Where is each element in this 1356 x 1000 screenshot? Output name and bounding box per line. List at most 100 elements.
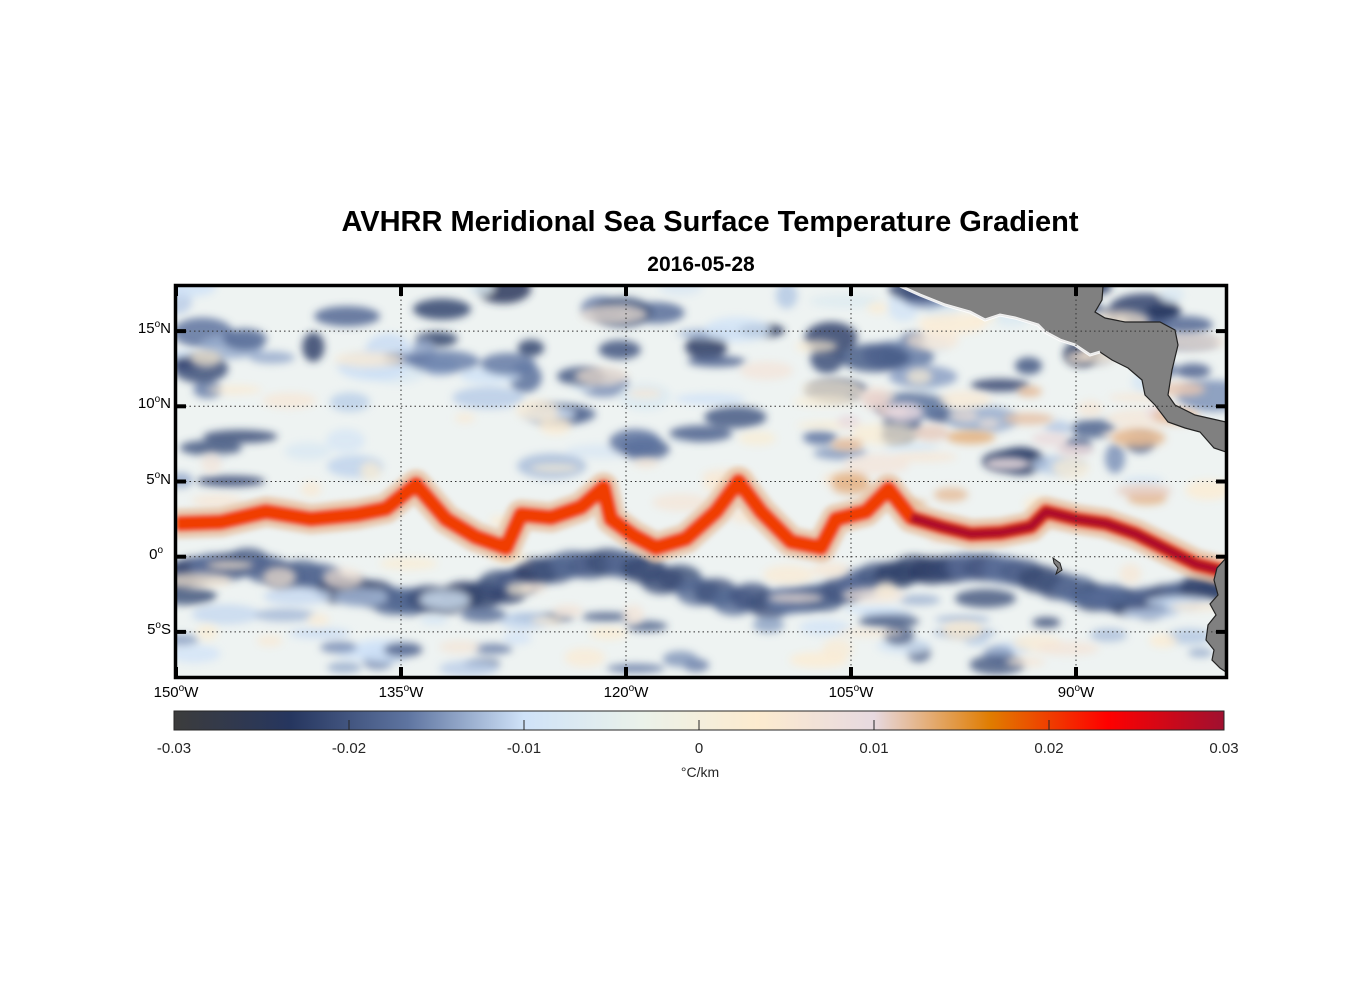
central-america-coast-halo bbox=[899, 286, 1101, 357]
gradient-patch bbox=[809, 294, 880, 309]
gradient-patch bbox=[839, 343, 910, 373]
gradient-patch bbox=[704, 317, 771, 343]
gradient-patch bbox=[598, 340, 641, 360]
gradient-patch bbox=[176, 572, 233, 589]
gradient-patch bbox=[439, 640, 481, 654]
gradient-patch bbox=[1065, 350, 1092, 366]
gradient-patch bbox=[439, 660, 499, 677]
gradient-patch bbox=[1056, 443, 1095, 456]
gradient-patch bbox=[256, 635, 283, 647]
gradient-patch bbox=[249, 351, 295, 364]
tick-degrees: 135 bbox=[378, 684, 404, 701]
gradient-patch bbox=[202, 429, 278, 444]
gradient-patch bbox=[383, 642, 423, 657]
gradient-patch bbox=[1121, 476, 1165, 487]
gradient-patch bbox=[685, 334, 728, 360]
gradient-patch bbox=[1104, 443, 1126, 474]
latitude-label: 5oN bbox=[111, 470, 171, 488]
colorbar-tick-label: 0.03 bbox=[1209, 740, 1239, 757]
gradient-patch bbox=[326, 428, 365, 453]
gradient-patch bbox=[801, 378, 863, 400]
gradient-patch bbox=[552, 604, 584, 618]
gradient-patch bbox=[254, 608, 315, 622]
gradient-patch bbox=[1116, 484, 1172, 498]
gradient-patch bbox=[222, 328, 267, 351]
gradient-patch bbox=[300, 481, 322, 498]
gradient-patch bbox=[407, 350, 480, 373]
gradient-patch bbox=[843, 453, 910, 475]
gradient-patch bbox=[468, 286, 495, 296]
gradient-patch bbox=[1185, 480, 1226, 500]
tick-hemisphere: W bbox=[409, 684, 424, 701]
gradient-patch bbox=[811, 562, 850, 578]
gradient-patch bbox=[206, 385, 262, 395]
degree-symbol: o bbox=[628, 683, 635, 694]
plot-area bbox=[176, 286, 1226, 677]
gradient-patch bbox=[288, 628, 351, 639]
tick-hemisphere: N bbox=[160, 320, 171, 338]
gradient-patch bbox=[822, 638, 853, 661]
latitude-label: 0o bbox=[103, 544, 163, 563]
gradient-patch bbox=[662, 651, 698, 667]
gradient-patch bbox=[191, 494, 243, 508]
degree-symbol: o bbox=[157, 544, 163, 556]
gradient-patch bbox=[852, 423, 919, 446]
tick-degrees: 90 bbox=[1057, 684, 1075, 701]
gradient-patch bbox=[419, 590, 470, 610]
gradient-patch bbox=[1169, 601, 1222, 612]
tick-hemisphere: N bbox=[160, 470, 171, 488]
colorbar-tick-label: -0.01 bbox=[506, 740, 542, 757]
gradient-patch bbox=[883, 442, 939, 453]
gradient-patch bbox=[933, 487, 969, 502]
south-america-land bbox=[1205, 557, 1226, 673]
longitude-label: 150oW bbox=[136, 683, 216, 702]
gradient-patch bbox=[379, 557, 438, 570]
gradient-patch bbox=[918, 313, 987, 335]
gradient-patch bbox=[763, 564, 814, 585]
gradient-patch bbox=[949, 410, 979, 423]
gradient-patch bbox=[502, 631, 532, 645]
gradient-patch bbox=[480, 352, 536, 376]
gradient-patch bbox=[1149, 634, 1178, 648]
gradient-patch bbox=[176, 644, 221, 663]
gradient-patch bbox=[795, 339, 838, 353]
gradient-patch bbox=[1032, 617, 1061, 628]
degree-symbol: o bbox=[178, 683, 185, 694]
gradient-patch bbox=[302, 332, 325, 362]
gradient-patch bbox=[913, 424, 949, 441]
gradient-patch bbox=[1035, 641, 1100, 656]
gradient-patch bbox=[798, 619, 851, 636]
gradient-patch bbox=[320, 641, 358, 654]
longitude-label: 120oW bbox=[586, 683, 666, 702]
gradient-patch bbox=[837, 628, 905, 637]
gradient-patch bbox=[1089, 628, 1128, 642]
gradient-patch bbox=[609, 429, 662, 456]
gradient-patch bbox=[564, 647, 606, 668]
gradient-patch bbox=[1014, 357, 1043, 375]
gradient-patch bbox=[858, 614, 920, 629]
degree-symbol: o bbox=[154, 394, 161, 406]
chart-title: AVHRR Meridional Sea Surface Temperature… bbox=[341, 206, 1079, 238]
longitude-label: 90oW bbox=[1036, 684, 1116, 702]
gradient-patch bbox=[752, 617, 785, 633]
degree-symbol: o bbox=[403, 683, 410, 694]
gradient-patch bbox=[334, 351, 405, 368]
gradient-patch bbox=[687, 355, 746, 367]
gradient-patch bbox=[659, 286, 703, 296]
gradient-patch bbox=[899, 594, 941, 606]
gradient-patch bbox=[191, 604, 260, 625]
longitude-label: 105oW bbox=[811, 684, 891, 702]
gradient-patch bbox=[802, 430, 837, 445]
gradient-patch bbox=[1017, 386, 1042, 397]
gradient-patch bbox=[263, 587, 331, 606]
equatorial-front bbox=[176, 466, 1226, 587]
gradient-patch bbox=[420, 615, 449, 625]
gradient-patch bbox=[939, 390, 992, 409]
tick-hemisphere: N bbox=[160, 395, 171, 413]
colorbar-tick-label: -0.02 bbox=[331, 740, 367, 757]
gradient-patch bbox=[1044, 420, 1072, 436]
gradient-patch bbox=[874, 580, 898, 599]
gradient-patch bbox=[1052, 457, 1090, 479]
gradient-patch bbox=[262, 566, 297, 588]
gradient-patch bbox=[452, 386, 525, 409]
